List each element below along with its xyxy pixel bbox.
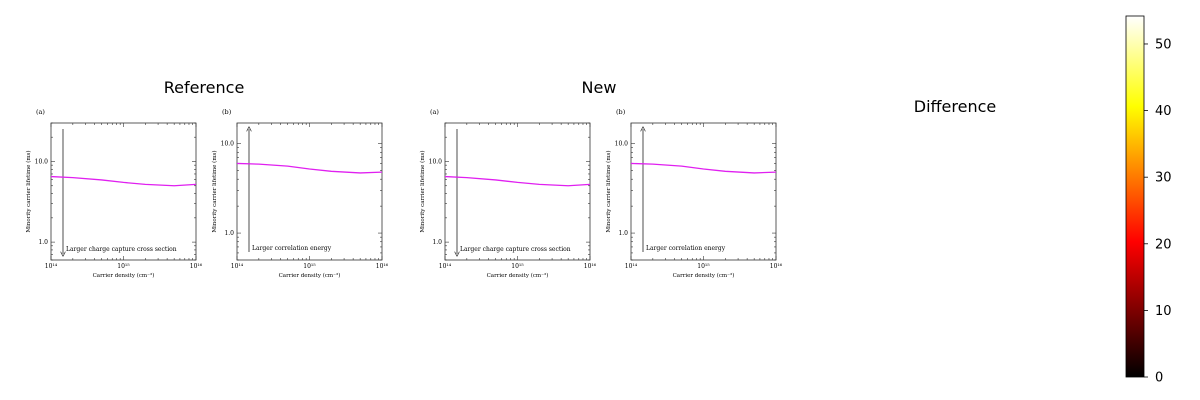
- x-tick-label: 10¹⁴: [231, 263, 244, 270]
- y-tick-label: 10.0: [221, 141, 235, 148]
- y-tick-label: 10.0: [429, 158, 443, 165]
- x-axis-label: Carrier density (cm⁻³): [673, 272, 735, 279]
- x-tick-label: 10¹⁶: [584, 263, 597, 270]
- annotation-text: Larger correlation energy: [646, 245, 726, 252]
- x-axis-label: Carrier density (cm⁻³): [93, 272, 155, 279]
- annotation-text: Larger correlation energy: [252, 245, 332, 252]
- y-tick-label: 10.0: [615, 141, 629, 148]
- subplot-4: 10¹⁴ 10¹⁵ 10¹⁶ 1.0 10.0 Carrier density (cm⁻³…: [605, 108, 783, 279]
- data-line: [50, 175, 197, 187]
- x-tick-label: 10¹⁵: [511, 263, 524, 270]
- x-tick-label: 10¹⁵: [117, 263, 130, 270]
- new-title: New: [581, 78, 617, 97]
- y-tick-label: 1.0: [432, 239, 442, 246]
- colorbar: 0 10 20 30 40 50: [1125, 15, 1172, 386]
- x-tick-label: 10¹⁶: [770, 263, 783, 270]
- x-tick-label: 10¹⁴: [625, 263, 638, 270]
- reference-title: Reference: [163, 78, 245, 97]
- y-tick-label: 1.0: [38, 239, 48, 246]
- y-axis-label: Minority carrier lifetime (ms): [419, 150, 426, 232]
- x-tick-label: 10¹⁵: [697, 263, 710, 270]
- panel-tag: (a): [430, 108, 439, 116]
- y-tick-label: 1.0: [618, 230, 628, 237]
- colorbar-bar: [1125, 15, 1145, 378]
- colorbar-tick-label: 0: [1155, 371, 1163, 386]
- annotation-text: Larger charge capture cross section: [460, 246, 571, 253]
- colorbar-tick-label: 40: [1155, 104, 1172, 119]
- y-axis-label: Minority carrier lifetime (ms): [25, 150, 32, 232]
- data-line: [444, 175, 591, 187]
- annotation-text: Larger charge capture cross section: [66, 246, 177, 253]
- y-tick-label: 10.0: [35, 158, 49, 165]
- axes-frame: [50, 122, 197, 261]
- axes-frame: [444, 122, 591, 261]
- panel-tag: (a): [36, 108, 45, 116]
- y-axis-label: Minority carrier lifetime (ms): [605, 150, 612, 232]
- subplot-1: 10¹⁴ 10¹⁵ 10¹⁶ 1.0 10.0 Carrier density (cm⁻³…: [25, 108, 203, 279]
- subplot-2: 10¹⁴ 10¹⁵ 10¹⁶ 1.0 10.0 Carrier density (cm⁻³…: [211, 108, 389, 279]
- y-tick-label: 1.0: [224, 230, 234, 237]
- x-tick-label: 10¹⁵: [303, 263, 316, 270]
- colorbar-tick-label: 10: [1155, 304, 1172, 319]
- colorbar-tick-label: 30: [1155, 171, 1172, 186]
- x-tick-label: 10¹⁴: [439, 263, 452, 270]
- x-axis-label: Carrier density (cm⁻³): [487, 272, 549, 279]
- axes-frame: [236, 122, 383, 261]
- x-tick-label: 10¹⁶: [190, 263, 203, 270]
- data-line: [630, 162, 777, 174]
- y-axis-label: Minority carrier lifetime (ms): [211, 150, 218, 232]
- x-axis-label: Carrier density (cm⁻³): [279, 272, 341, 279]
- subplot-3: 10¹⁴ 10¹⁵ 10¹⁶ 1.0 10.0 Carrier density (cm⁻³…: [419, 108, 597, 279]
- difference-title: Difference: [913, 97, 997, 116]
- x-tick-label: 10¹⁶: [376, 263, 389, 270]
- data-line: [236, 162, 383, 174]
- axes-frame: [630, 122, 777, 261]
- colorbar-tick-label: 20: [1155, 237, 1172, 252]
- panel-tag: (b): [222, 108, 232, 116]
- colorbar-tick-label: 50: [1155, 37, 1172, 52]
- x-tick-label: 10¹⁴: [45, 263, 58, 270]
- panel-tag: (b): [616, 108, 626, 116]
